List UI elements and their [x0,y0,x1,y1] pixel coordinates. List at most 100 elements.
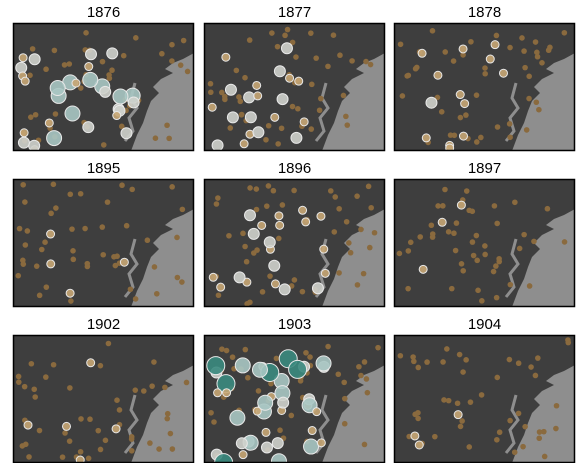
station [535,355,541,361]
station [268,380,274,387]
station-marker [247,227,260,240]
station [343,218,350,225]
station-marker [252,126,265,139]
map-content [204,23,385,151]
station [132,296,139,302]
station [250,250,257,256]
station-marker [244,111,257,124]
station-marker [260,441,273,454]
station [33,263,40,269]
station [360,270,367,277]
station-marker [417,48,427,58]
station [59,454,66,460]
station [275,235,282,242]
station [467,399,474,405]
station [116,407,123,413]
station [493,263,499,269]
station [532,39,539,45]
station [26,454,32,460]
station [111,254,117,260]
station [77,85,84,91]
station [50,181,57,188]
station-marker [414,440,424,450]
station [521,231,527,238]
station [482,70,488,77]
station-marker [437,217,447,227]
station [451,132,458,139]
station-marker [290,131,303,144]
station-marker [251,361,268,378]
station [120,52,127,59]
station-marker [271,437,284,450]
station [478,134,484,141]
station-marker [270,112,280,122]
station [85,455,92,462]
station [215,195,221,201]
station [526,95,532,102]
station [515,410,522,417]
station [405,285,411,292]
station-marker [275,220,285,230]
station-marker [312,407,322,417]
station [284,26,291,33]
station [253,206,260,213]
map-panel [393,334,576,463]
station [397,352,404,359]
station [463,188,470,194]
station [457,114,464,121]
map-panel [203,334,386,463]
station [289,39,296,46]
station-marker [455,90,465,100]
station-marker [216,282,226,292]
station-marker [270,453,287,463]
station [521,48,527,54]
station [242,346,249,353]
station [442,186,448,193]
station [397,41,404,48]
station-marker [485,54,495,64]
station-marker [456,200,466,210]
station [43,66,49,73]
station [277,427,283,434]
station [112,262,119,269]
station [269,30,275,36]
station [337,52,343,59]
station [473,232,480,239]
station [539,60,545,66]
station [468,38,474,45]
station [507,44,513,51]
station [494,220,500,227]
map-content [394,179,575,307]
station [469,239,476,245]
station-marker [433,70,443,80]
station [219,346,225,352]
station [82,225,88,232]
station [43,284,50,290]
station-marker [111,424,121,434]
station [66,61,73,67]
station [222,96,228,103]
station [242,74,248,81]
panel-title: 1877 [278,4,311,21]
station [127,286,134,293]
station-marker [15,61,28,74]
station [344,122,351,128]
station [244,301,250,307]
station [293,54,299,60]
ocean [512,209,575,307]
station [474,257,481,264]
station [526,73,532,80]
station [364,389,371,396]
station-marker [239,139,249,149]
station [415,364,422,371]
station-marker [315,355,332,372]
station-marker [243,91,256,104]
station [520,443,526,450]
station [291,277,298,283]
station [169,58,175,64]
map-panel [393,178,576,308]
station-marker [490,40,500,50]
station [156,446,162,452]
station-marker [229,409,246,426]
station [22,441,29,448]
